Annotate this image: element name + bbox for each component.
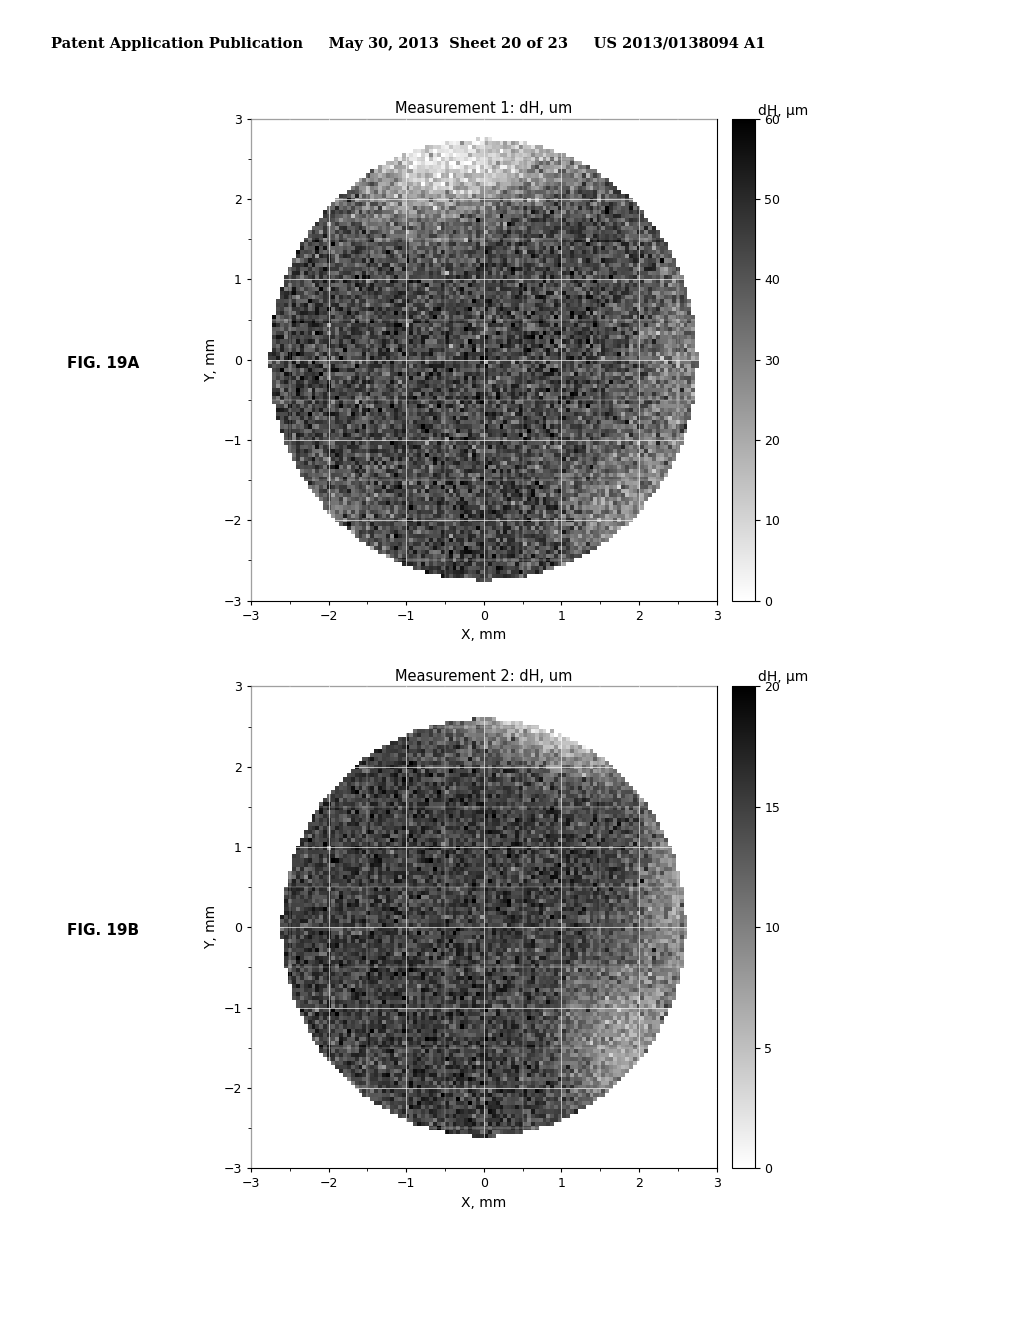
Y-axis label: Y, mm: Y, mm <box>204 906 218 949</box>
Y-axis label: Y, mm: Y, mm <box>204 338 218 381</box>
X-axis label: X, mm: X, mm <box>461 1196 507 1210</box>
Title: Measurement 1: dH, um: Measurement 1: dH, um <box>395 102 572 116</box>
Text: dH, μm: dH, μm <box>758 104 808 117</box>
Text: FIG. 19B: FIG. 19B <box>67 923 138 939</box>
Text: FIG. 19A: FIG. 19A <box>67 355 139 371</box>
Title: Measurement 2: dH, um: Measurement 2: dH, um <box>395 669 572 684</box>
X-axis label: X, mm: X, mm <box>461 628 507 643</box>
Text: dH, μm: dH, μm <box>758 671 808 684</box>
Text: Patent Application Publication     May 30, 2013  Sheet 20 of 23     US 2013/0138: Patent Application Publication May 30, 2… <box>51 37 766 51</box>
